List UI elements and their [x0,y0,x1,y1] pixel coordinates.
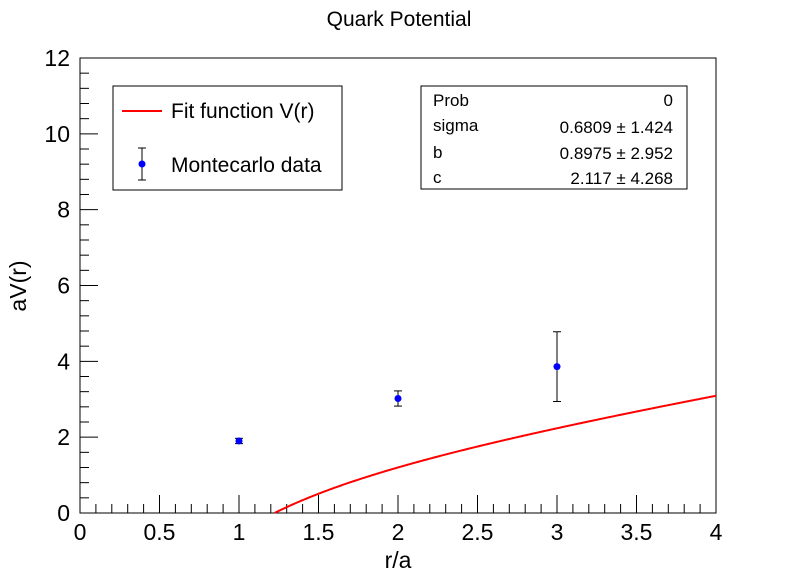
x-tick-label: 4 [710,519,723,545]
y-tick-label: 8 [57,197,70,223]
x-axis-title: r/a [385,547,412,571]
y-tick-label: 4 [57,348,70,374]
legend-fit-label: Fit function V(r) [171,100,315,123]
x-tick-label: 1 [233,519,246,545]
x-tick-label: 2.5 [462,519,494,545]
y-axis: 0 2 4 6 8 10 12 [44,45,98,526]
y-axis-title: aV(r) [5,260,31,311]
x-tick-label: 0 [74,519,87,545]
x-axis: 0 0.5 1 1.5 2 2.5 3 3.5 4 [74,495,723,545]
legend-data-marker [138,160,146,168]
points-layer [235,331,561,445]
y-tick-label: 6 [57,273,70,299]
x-tick-label: 1.5 [303,519,335,545]
data-point [553,363,561,371]
stats-value-prob: 0 [664,91,673,110]
y-tick-label: 10 [44,121,70,147]
fit-curve [274,394,717,514]
stats-label-prob: Prob [433,91,469,110]
x-tick-label: 3.5 [621,519,653,545]
stats-value-sigma: 0.6809 ± 1.424 [560,118,673,137]
stats-label-sigma: sigma [433,116,479,135]
y-tick-label: 12 [44,45,70,71]
stats-box-frame [420,85,688,190]
stats-box: Prob 0 sigma 0.6809 ± 1.424 b 0.8975 ± 2… [420,85,688,190]
x-tick-label: 3 [551,519,564,545]
stats-label-c: c [433,168,442,187]
data-point [235,437,243,445]
x-tick-label: 2 [392,519,405,545]
data-point [394,394,402,402]
stats-value-b: 0.8975 ± 2.952 [560,144,673,163]
legend-data-label: Montecarlo data [171,154,322,177]
y-tick-label: 0 [57,500,70,526]
chart-title: Quark Potential [327,8,472,31]
y-tick-label: 2 [57,424,70,450]
stats-label-b: b [433,143,442,162]
x-tick-label: 0.5 [144,519,176,545]
stats-value-c: 2.117 ± 4.268 [570,169,673,188]
legend: Fit function V(r) Montecarlo data [112,85,343,191]
legend-box [112,85,343,191]
fit-layer [274,394,717,514]
